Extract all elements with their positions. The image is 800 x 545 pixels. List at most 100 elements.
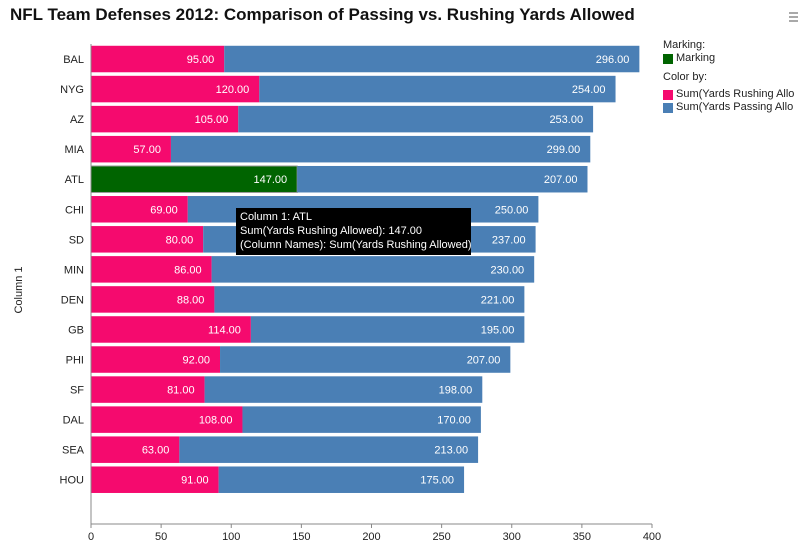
- data-label-passing-hou: 175.00: [420, 475, 454, 487]
- data-label-rushing-dal: 108.00: [199, 415, 233, 427]
- data-label-rushing-hou: 91.00: [181, 475, 209, 487]
- data-label-rushing-atl: 147.00: [254, 174, 288, 186]
- data-label-rushing-sf: 81.00: [167, 385, 195, 397]
- data-label-passing-sd: 237.00: [492, 234, 526, 246]
- menu-icon[interactable]: [789, 12, 798, 24]
- bar-rushing-gb[interactable]: [91, 316, 251, 343]
- y-tick-label-chi: CHI: [65, 204, 84, 216]
- data-label-passing-sea: 213.00: [434, 445, 468, 457]
- bar-passing-bal[interactable]: [224, 45, 640, 73]
- tooltip-line-value: Sum(Yards Rushing Allowed): 147.00: [240, 225, 423, 237]
- data-label-rushing-gb: 114.00: [208, 324, 241, 336]
- y-tick-label-gb: GB: [68, 324, 84, 336]
- bar-passing-mia[interactable]: [170, 135, 591, 163]
- bar-rushing-mia[interactable]: [91, 135, 171, 163]
- tooltip-line-series: (Column Names): Sum(Yards Rushing Allowe…: [240, 239, 471, 251]
- x-tick-label-300: 300: [503, 531, 521, 543]
- bar-passing-gb[interactable]: [250, 316, 525, 343]
- bar-rushing-den[interactable]: [91, 286, 215, 313]
- x-tick-label-0: 0: [88, 531, 94, 543]
- y-tick-label-bal: BAL: [63, 54, 84, 66]
- data-label-passing-den: 221.00: [481, 294, 515, 306]
- bar-rushing-atl[interactable]: [90, 165, 298, 193]
- bar-passing-atl[interactable]: [297, 165, 588, 193]
- data-label-rushing-bal: 95.00: [187, 54, 215, 66]
- bar-passing-az[interactable]: [238, 105, 594, 133]
- data-label-passing-nyg: 254.00: [572, 84, 606, 96]
- legend-item-passing[interactable]: Sum(Yards Passing Allo: [663, 101, 800, 114]
- tooltip: Column 1: ATL Sum(Yards Rushing Allowed)…: [236, 208, 471, 255]
- bar-rushing-chi[interactable]: [91, 196, 188, 223]
- data-label-rushing-phi: 92.00: [182, 355, 210, 367]
- legend-swatch-passing: [663, 102, 673, 113]
- data-label-passing-min: 230.00: [491, 264, 525, 276]
- chart-title: NFL Team Defenses 2012: Comparison of Pa…: [10, 5, 635, 24]
- bar-rushing-nyg[interactable]: [91, 75, 260, 103]
- x-tick-label-250: 250: [432, 531, 450, 543]
- data-label-passing-mia: 299.00: [547, 144, 581, 156]
- data-label-passing-sf: 198.00: [439, 385, 473, 397]
- data-label-passing-az: 253.00: [549, 114, 583, 126]
- bar-passing-min[interactable]: [211, 256, 535, 283]
- y-axis-title: Column 1: [13, 266, 25, 313]
- legend-item-rushing[interactable]: Sum(Yards Rushing Allo: [663, 88, 800, 101]
- y-tick-label-nyg: NYG: [60, 84, 84, 96]
- bar-passing-sea[interactable]: [179, 436, 479, 463]
- bar-rushing-min[interactable]: [91, 256, 212, 283]
- bar-rushing-sd[interactable]: [91, 226, 204, 253]
- y-tick-label-min: MIN: [64, 264, 84, 276]
- data-label-rushing-sd: 80.00: [166, 234, 194, 246]
- x-tick-label-350: 350: [573, 531, 591, 543]
- y-tick-label-hou: HOU: [60, 475, 85, 487]
- x-tick-label-400: 400: [643, 531, 661, 543]
- y-tick-label-sd: SD: [69, 234, 84, 246]
- bar-rushing-phi[interactable]: [91, 346, 221, 373]
- bar-rushing-hou[interactable]: [91, 466, 219, 493]
- y-tick-label-atl: ATL: [65, 174, 84, 186]
- legend-color-header: Color by:: [663, 71, 708, 83]
- x-tick-label-150: 150: [292, 531, 310, 543]
- y-tick-label-mia: MIA: [64, 144, 84, 156]
- bar-passing-nyg[interactable]: [259, 75, 616, 103]
- bar-rushing-bal[interactable]: [91, 45, 225, 73]
- x-tick-label-50: 50: [155, 531, 167, 543]
- bar-passing-phi[interactable]: [220, 346, 511, 373]
- bar-rushing-sea[interactable]: [91, 436, 180, 463]
- data-label-passing-bal: 296.00: [596, 54, 630, 66]
- legend: Marking: Marking Color by: Sum(Yards Rus…: [663, 38, 800, 114]
- bar-passing-den[interactable]: [214, 286, 525, 313]
- x-tick-label-100: 100: [222, 531, 240, 543]
- data-label-rushing-az: 105.00: [195, 114, 229, 126]
- legend-marking-label: Marking: [676, 52, 716, 64]
- y-tick-label-dal: DAL: [63, 415, 84, 427]
- bar-rushing-sf[interactable]: [91, 376, 205, 403]
- tooltip-line-category: Column 1: ATL: [240, 211, 312, 223]
- data-label-rushing-chi: 69.00: [150, 204, 178, 216]
- data-label-rushing-mia: 57.00: [133, 144, 161, 156]
- y-tick-label-sea: SEA: [62, 445, 85, 457]
- y-tick-label-phi: PHI: [66, 355, 84, 367]
- x-tick-label-200: 200: [362, 531, 380, 543]
- data-label-passing-phi: 207.00: [467, 355, 501, 367]
- bar-passing-hou[interactable]: [218, 466, 465, 493]
- legend-label-passing: Sum(Yards Passing Allo: [676, 101, 794, 113]
- data-label-passing-chi: 250.00: [495, 204, 529, 216]
- bar-passing-sf[interactable]: [204, 376, 483, 403]
- data-label-rushing-nyg: 120.00: [216, 84, 250, 96]
- data-label-rushing-min: 86.00: [174, 264, 202, 276]
- legend-marking-item[interactable]: Marking: [663, 52, 800, 65]
- data-label-passing-gb: 195.00: [481, 324, 515, 336]
- data-label-rushing-sea: 63.00: [142, 445, 170, 457]
- legend-swatch-rushing: [663, 89, 673, 100]
- legend-marking-header: Marking:: [663, 39, 706, 51]
- data-label-rushing-den: 88.00: [177, 294, 205, 306]
- data-label-passing-atl: 207.00: [544, 174, 578, 186]
- bar-passing-dal[interactable]: [242, 406, 481, 433]
- bar-rushing-az[interactable]: [91, 105, 239, 133]
- y-tick-label-den: DEN: [61, 294, 84, 306]
- legend-label-rushing: Sum(Yards Rushing Allo: [676, 88, 795, 100]
- y-tick-label-sf: SF: [70, 385, 84, 397]
- bar-rushing-dal[interactable]: [91, 406, 243, 433]
- legend-marking-swatch: [663, 53, 673, 64]
